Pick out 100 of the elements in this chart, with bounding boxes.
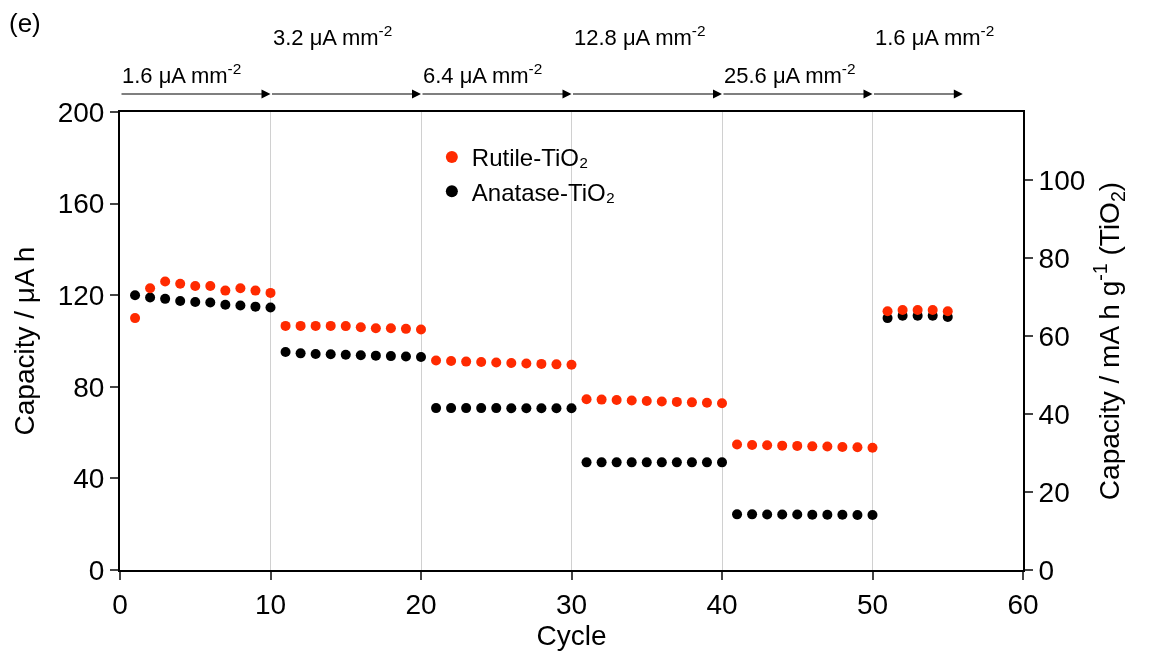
point [852,442,863,453]
point [400,351,411,362]
point [250,301,261,312]
point [340,321,351,332]
point [506,403,517,414]
point [747,439,758,450]
point [491,357,502,368]
point [160,293,171,304]
point [446,355,457,366]
y2-tick-label: 100 [1038,165,1086,197]
point [295,348,306,359]
point [385,351,396,362]
point [822,441,833,452]
point [536,358,547,369]
point [310,349,321,360]
x-tick-label: 30 [555,588,588,620]
point [400,323,411,334]
point [551,359,562,370]
point [175,295,186,306]
point [130,290,141,301]
legend-label: Anatase-TiO₂ [471,178,616,206]
point [882,306,893,317]
point [355,322,366,333]
point [701,397,712,408]
point [461,356,472,367]
text: 1.6 μA mm$^{-2}$ [875,22,995,51]
x-tick-label: 50 [856,588,889,620]
y2-tick-label: 80 [1038,242,1070,274]
point [837,509,848,520]
text: 25.6 μA mm$^{-2}$ [724,60,856,89]
point [762,440,773,451]
y-tick-label: 120 [57,280,105,311]
point [536,403,547,414]
point [852,510,863,521]
point [747,509,758,520]
point [626,457,637,468]
point [431,403,442,414]
point [912,305,923,316]
point [942,306,953,317]
point [581,457,592,468]
point [280,320,291,331]
point [611,457,622,468]
point [340,349,351,360]
point [566,359,577,370]
point [370,350,381,361]
point [521,403,532,414]
x-tick-label: 0 [112,588,128,620]
point [596,457,607,468]
point [461,403,472,414]
x-tick-label: 60 [1007,588,1039,620]
point [686,397,697,408]
point [641,396,652,406]
point [671,457,682,468]
x-axis-title: Cycle [536,619,607,651]
point [190,297,201,308]
point [476,403,487,414]
point [325,320,336,331]
point [686,457,697,468]
y-tick-label: 160 [57,188,105,220]
point [701,457,712,468]
y-tick-label: 80 [73,371,105,403]
x-tick-label: 10 [254,588,287,620]
point [310,320,321,331]
point [370,323,381,334]
point [250,285,261,296]
point [807,509,818,520]
point [416,352,426,363]
point [822,509,833,520]
legend-label: Rutile-TiO₂ [471,144,589,172]
point [220,299,231,310]
point [145,283,156,294]
point [656,396,667,407]
point [671,396,682,407]
point [521,358,532,369]
point [867,442,878,453]
point [641,457,652,468]
point [491,403,502,414]
point [205,297,216,308]
point [732,439,743,450]
text: 3.2 μA mm$^{-2}$ [273,22,393,51]
y-tick-label: 0 [88,554,105,586]
y2-tick-label: 40 [1038,398,1070,430]
point [235,283,246,294]
point [927,305,938,316]
point [431,355,442,366]
point [611,395,622,406]
point [837,442,848,453]
point [717,398,727,409]
point [295,320,306,331]
point [762,509,773,520]
y2-tick-label: 20 [1038,476,1070,508]
point [897,305,908,316]
point [777,440,788,451]
y-tick-label: 40 [73,463,105,495]
y-axis-title: Capacity / μA h [8,246,40,436]
point [385,323,396,334]
point [235,300,246,311]
text: 6.4 μA mm$^{-2}$ [423,60,543,89]
point [792,509,803,520]
point [867,510,878,521]
